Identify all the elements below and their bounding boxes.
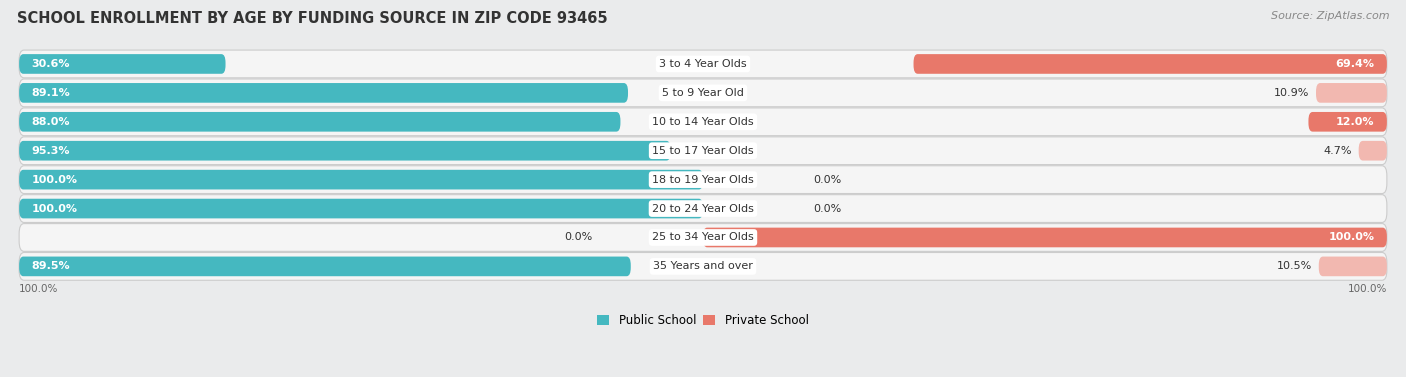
Text: 100.0%: 100.0% <box>1347 284 1386 294</box>
FancyBboxPatch shape <box>1358 141 1386 161</box>
Text: 89.1%: 89.1% <box>31 88 70 98</box>
Text: 88.0%: 88.0% <box>31 117 70 127</box>
Text: 95.3%: 95.3% <box>31 146 70 156</box>
FancyBboxPatch shape <box>20 224 1386 251</box>
FancyBboxPatch shape <box>20 257 631 276</box>
Text: 100.0%: 100.0% <box>31 175 77 185</box>
FancyBboxPatch shape <box>20 79 1386 107</box>
FancyBboxPatch shape <box>20 166 1386 193</box>
FancyBboxPatch shape <box>20 83 628 103</box>
Text: 10.9%: 10.9% <box>1274 88 1309 98</box>
Legend: Public School, Private School: Public School, Private School <box>593 310 813 332</box>
FancyBboxPatch shape <box>20 195 1386 222</box>
FancyBboxPatch shape <box>20 54 225 74</box>
Text: Source: ZipAtlas.com: Source: ZipAtlas.com <box>1271 11 1389 21</box>
FancyBboxPatch shape <box>20 253 1386 280</box>
Text: 20 to 24 Year Olds: 20 to 24 Year Olds <box>652 204 754 213</box>
FancyBboxPatch shape <box>20 137 1386 165</box>
FancyBboxPatch shape <box>20 50 1386 78</box>
Text: 15 to 17 Year Olds: 15 to 17 Year Olds <box>652 146 754 156</box>
FancyBboxPatch shape <box>1309 112 1386 132</box>
FancyBboxPatch shape <box>20 199 703 218</box>
Text: 0.0%: 0.0% <box>813 175 841 185</box>
FancyBboxPatch shape <box>703 228 1386 247</box>
Text: 12.0%: 12.0% <box>1336 117 1375 127</box>
Text: 69.4%: 69.4% <box>1336 59 1375 69</box>
Text: 4.7%: 4.7% <box>1323 146 1351 156</box>
Text: 0.0%: 0.0% <box>813 204 841 213</box>
FancyBboxPatch shape <box>1316 83 1386 103</box>
FancyBboxPatch shape <box>20 141 671 161</box>
Text: 10 to 14 Year Olds: 10 to 14 Year Olds <box>652 117 754 127</box>
Text: 0.0%: 0.0% <box>565 233 593 242</box>
Text: 100.0%: 100.0% <box>31 204 77 213</box>
Text: 18 to 19 Year Olds: 18 to 19 Year Olds <box>652 175 754 185</box>
FancyBboxPatch shape <box>20 112 620 132</box>
Text: 3 to 4 Year Olds: 3 to 4 Year Olds <box>659 59 747 69</box>
FancyBboxPatch shape <box>20 108 1386 136</box>
Text: 10.5%: 10.5% <box>1277 261 1312 271</box>
Text: 25 to 34 Year Olds: 25 to 34 Year Olds <box>652 233 754 242</box>
Text: 89.5%: 89.5% <box>31 261 70 271</box>
FancyBboxPatch shape <box>20 170 703 190</box>
Text: 100.0%: 100.0% <box>1329 233 1375 242</box>
FancyBboxPatch shape <box>1319 257 1386 276</box>
Text: 30.6%: 30.6% <box>31 59 70 69</box>
Text: 100.0%: 100.0% <box>20 284 59 294</box>
Text: SCHOOL ENROLLMENT BY AGE BY FUNDING SOURCE IN ZIP CODE 93465: SCHOOL ENROLLMENT BY AGE BY FUNDING SOUR… <box>17 11 607 26</box>
FancyBboxPatch shape <box>914 54 1386 74</box>
Text: 5 to 9 Year Old: 5 to 9 Year Old <box>662 88 744 98</box>
Text: 35 Years and over: 35 Years and over <box>652 261 754 271</box>
